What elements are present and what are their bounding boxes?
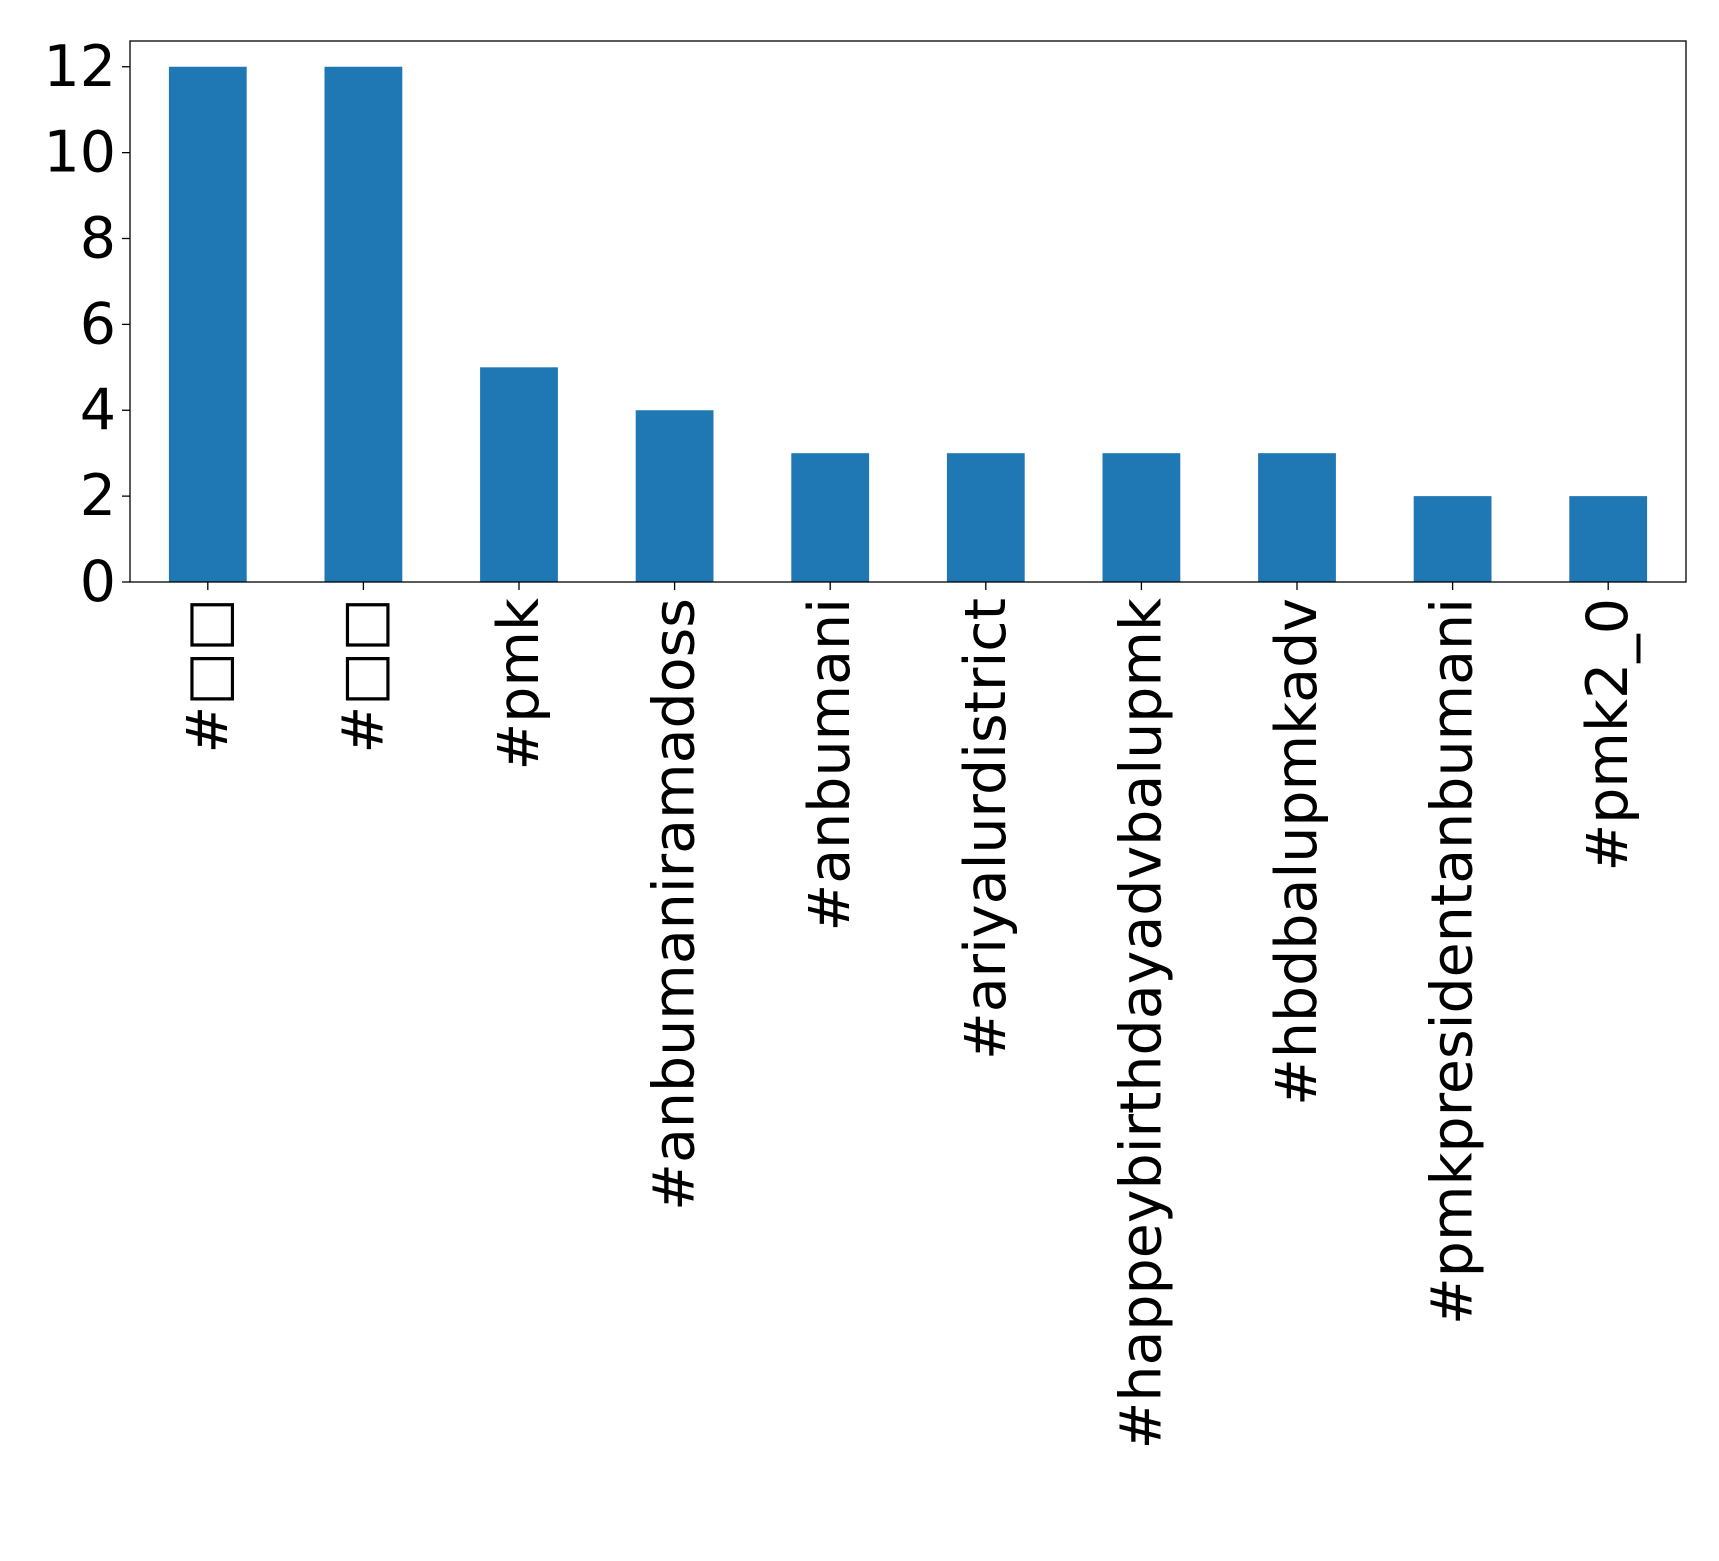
x-tick-label: #happeybirthdayadvbalupmk xyxy=(1108,598,1174,1449)
x-tick-label: #pmkpresidentanbumani xyxy=(1420,598,1486,1325)
x-tick-label: #ariyalurdistrict xyxy=(953,598,1019,1060)
x-tick-label: #□□ xyxy=(175,598,241,753)
bar xyxy=(791,453,870,582)
y-axis: 0 2 4 6 8 10 12 xyxy=(43,34,130,615)
y-tick-label: 4 xyxy=(80,377,116,443)
y-tick-label: 8 xyxy=(80,206,116,272)
bar xyxy=(168,66,247,582)
bar xyxy=(635,410,714,582)
x-tick-label: #anbumani xyxy=(797,598,863,932)
y-tick-label: 6 xyxy=(80,291,116,357)
bar xyxy=(946,453,1025,582)
plot-frame xyxy=(129,40,1687,583)
x-tick-label: #□□ xyxy=(330,598,396,753)
x-tick-label: #hbdbalupmkadv xyxy=(1264,598,1330,1106)
y-tick-label: 10 xyxy=(43,120,116,186)
bar xyxy=(1569,496,1648,582)
x-tick-label: #pmk2_0 xyxy=(1575,598,1641,872)
x-tick-label: #anbumaniramadoss xyxy=(642,598,708,1211)
y-tick-label: 2 xyxy=(80,463,116,529)
x-tick-label: #pmk xyxy=(486,598,552,770)
bars-group xyxy=(168,66,1648,582)
y-tick-label: 12 xyxy=(43,34,116,100)
bar xyxy=(324,66,403,582)
x-axis: #□□ #□□ #pmk #anbumaniramadoss #anbumani #ari… xyxy=(175,582,1641,1449)
y-tick-label: 0 xyxy=(80,549,116,615)
bar xyxy=(1258,453,1336,582)
bar xyxy=(480,367,558,582)
bar xyxy=(1413,496,1492,582)
bar xyxy=(1102,453,1181,582)
